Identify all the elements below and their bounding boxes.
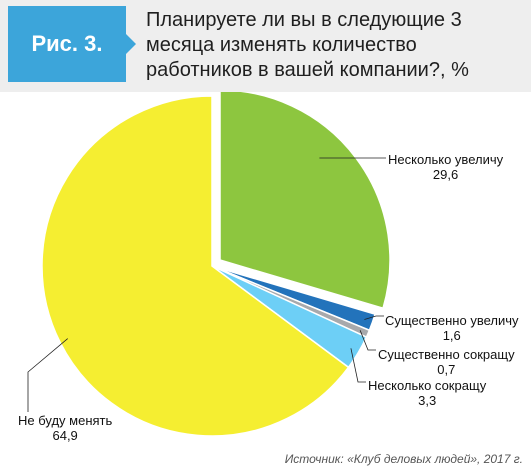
leader-line-1 [364, 315, 384, 320]
label-slice-3: Несколько сокращу 3,3 [368, 378, 486, 408]
leader-line-2 [359, 330, 376, 351]
figure-badge: Рис. 3. [8, 6, 126, 82]
slice-2-value: 0,7 [437, 362, 456, 377]
slice-0-name: Несколько увеличу [388, 152, 504, 167]
label-slice-0: Несколько увеличу 29,6 [388, 152, 503, 182]
slice-4-name: Не буду менять [18, 413, 113, 428]
leader-line-3 [350, 348, 366, 383]
leader-line-4 [27, 338, 68, 412]
slice-3-value: 3,3 [418, 393, 437, 408]
pie-slice-4 [41, 95, 350, 437]
figure-header: Рис. 3. Планируете ли вы в следующие 3 м… [0, 0, 531, 92]
slice-1-name: Существенно увеличу [385, 313, 519, 328]
label-slice-2: Существенно сокращу 0,7 [378, 347, 515, 377]
slice-2-name: Существенно сокращу [378, 347, 515, 362]
slice-3-name: Несколько сокращу [368, 378, 487, 393]
label-slice-1: Существенно увеличу 1,6 [385, 313, 519, 343]
figure-number: Рис. 3. [31, 31, 103, 56]
slice-0-value: 29,6 [432, 167, 459, 182]
source-note: Источник: «Клуб деловых людей», 2017 г. [284, 452, 523, 466]
slice-1-value: 1,6 [442, 328, 461, 343]
slice-4-value: 64,9 [52, 428, 78, 443]
chart-title: Планируете ли вы в следующие 3 месяца из… [146, 9, 469, 81]
badge-arrow [126, 34, 136, 54]
pie-chart [27, 92, 391, 437]
label-slice-4: Не буду менять 64,9 [18, 413, 112, 443]
